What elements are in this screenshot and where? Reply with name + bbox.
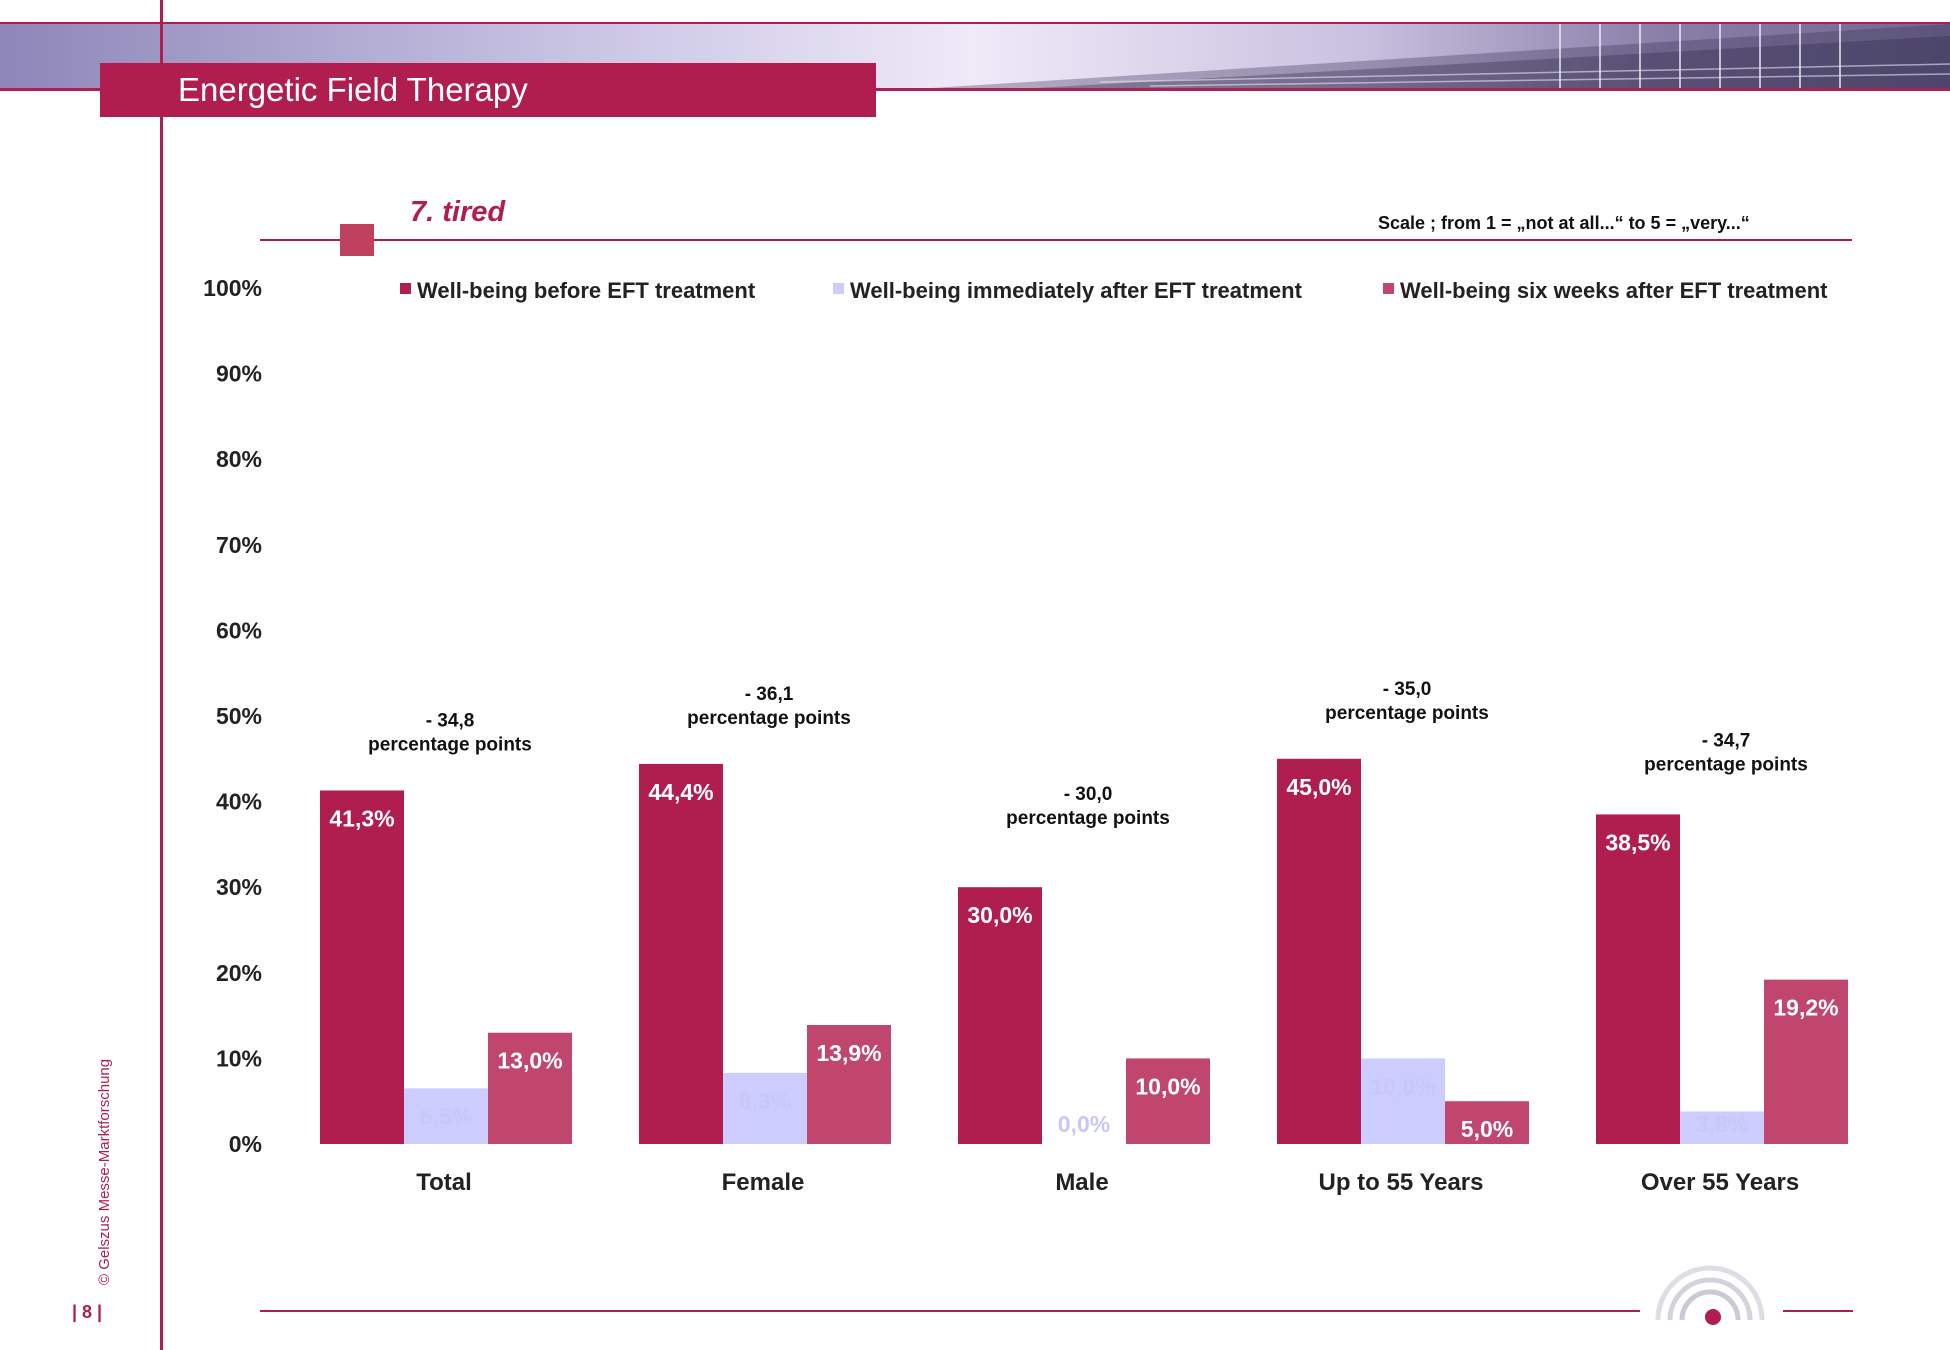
- banner-architecture-graphic: [900, 24, 1950, 90]
- data-label: 19,2%: [1773, 995, 1838, 1021]
- footer-rule-right: [1783, 1310, 1853, 1312]
- annotation-value: - 30,0: [1064, 784, 1113, 805]
- annotation-unit: percentage points: [1644, 754, 1808, 775]
- annotation-value: - 34,7: [1702, 730, 1751, 751]
- bar: [723, 1072, 807, 1144]
- data-label: 3,8%: [1696, 1111, 1748, 1137]
- x-tick-label: Male: [1055, 1169, 1108, 1196]
- subtitle-square-marker: [340, 224, 374, 256]
- y-tick-label: 50%: [216, 703, 262, 729]
- annotation-unit: percentage points: [1325, 703, 1489, 724]
- y-tick-label: 0%: [229, 1131, 262, 1157]
- legend-swatch: [1383, 283, 1394, 294]
- legend-label: Well-being immediately after EFT treatme…: [850, 278, 1303, 303]
- data-label: 8,3%: [739, 1088, 791, 1114]
- copyright-text: © Gelszus Messe-Marktforschung: [96, 1058, 113, 1285]
- annotation-value: - 36,1: [745, 684, 794, 705]
- legend-swatch: [400, 283, 411, 294]
- data-label: 41,3%: [329, 805, 394, 831]
- y-axis: 0% 10% 20% 30% 40% 50% 60% 70% 80% 90% 100%: [203, 275, 262, 1157]
- data-label: 10,0%: [1370, 1073, 1435, 1099]
- data-label: 6,5%: [420, 1103, 472, 1129]
- data-label: 45,0%: [1286, 774, 1351, 800]
- y-tick-label: 100%: [203, 275, 262, 301]
- bar: [639, 763, 723, 1144]
- x-tick-label: Up to 55 Years: [1319, 1169, 1484, 1196]
- y-tick-label: 40%: [216, 789, 262, 815]
- x-tick-label: Over 55 Years: [1641, 1169, 1799, 1196]
- x-tick-label: Total: [416, 1169, 472, 1196]
- bar: [1445, 1101, 1529, 1144]
- data-label: 13,9%: [816, 1040, 881, 1066]
- footer-rule-left: [260, 1310, 1640, 1312]
- bars: 41,3% 6,5% 13,0% 44,4% 8,3% 13,9% 30,0% 0,0% 10,…: [320, 758, 1848, 1144]
- annotations: - 34,8 percentage points - 36,1 percentage …: [368, 679, 1808, 829]
- legend-label: Well-being six weeks after EFT treatment: [1400, 278, 1828, 303]
- bar: [404, 1088, 488, 1144]
- legend-swatch: [833, 283, 844, 294]
- bar: [488, 1032, 572, 1144]
- banner-bottom-line: [0, 88, 1950, 91]
- banner-top-line: [0, 22, 1950, 25]
- y-tick-label: 80%: [216, 446, 262, 472]
- annotation-value: - 35,0: [1383, 679, 1432, 700]
- data-label: 13,0%: [497, 1048, 562, 1074]
- annotation-unit: percentage points: [1006, 808, 1170, 829]
- bar: [1277, 758, 1361, 1144]
- legend-label: Well-being before EFT treatment: [417, 278, 756, 303]
- bar: [958, 887, 1042, 1144]
- y-tick-label: 70%: [216, 532, 262, 558]
- signal-logo-icon: [1655, 1265, 1765, 1325]
- bar: [1764, 979, 1848, 1144]
- data-label: 38,5%: [1605, 829, 1670, 855]
- data-label: 10,0%: [1135, 1073, 1200, 1099]
- y-tick-label: 20%: [216, 960, 262, 986]
- bar: [1361, 1058, 1445, 1144]
- y-tick-label: 60%: [216, 617, 262, 643]
- y-tick-label: 10%: [216, 1045, 262, 1071]
- bar: [1680, 1111, 1764, 1144]
- annotation-unit: percentage points: [687, 708, 851, 729]
- bar: [1126, 1058, 1210, 1144]
- bar: [320, 790, 404, 1144]
- y-tick-label: 30%: [216, 874, 262, 900]
- page-number: | 8 |: [72, 1302, 103, 1322]
- left-vertical-rule: [160, 0, 163, 1350]
- annotation-value: - 34,8: [426, 710, 475, 731]
- data-label: 30,0%: [967, 902, 1032, 928]
- title-box: Energetic Field Therapy: [100, 63, 876, 117]
- chart-legend: Well-being before EFT treatment Well-bein…: [400, 278, 1828, 303]
- x-tick-label: Female: [722, 1169, 805, 1196]
- annotation-unit: percentage points: [368, 734, 532, 755]
- bar: [1596, 814, 1680, 1144]
- scale-note: Scale ; from 1 = „not at all...“ to 5 = …: [1378, 213, 1750, 233]
- y-tick-label: 90%: [216, 361, 262, 387]
- chart-subtitle: 7. tired: [410, 196, 506, 228]
- data-label: 44,4%: [648, 779, 713, 805]
- subtitle-rule: [260, 239, 1852, 241]
- data-label: 5,0%: [1461, 1116, 1513, 1142]
- data-label: 0,0%: [1058, 1111, 1110, 1137]
- bar: [807, 1025, 891, 1144]
- x-axis: Total Female Male Up to 55 Years Over 55 Yea…: [416, 1169, 1799, 1196]
- page-title: Energetic Field Therapy: [178, 71, 528, 108]
